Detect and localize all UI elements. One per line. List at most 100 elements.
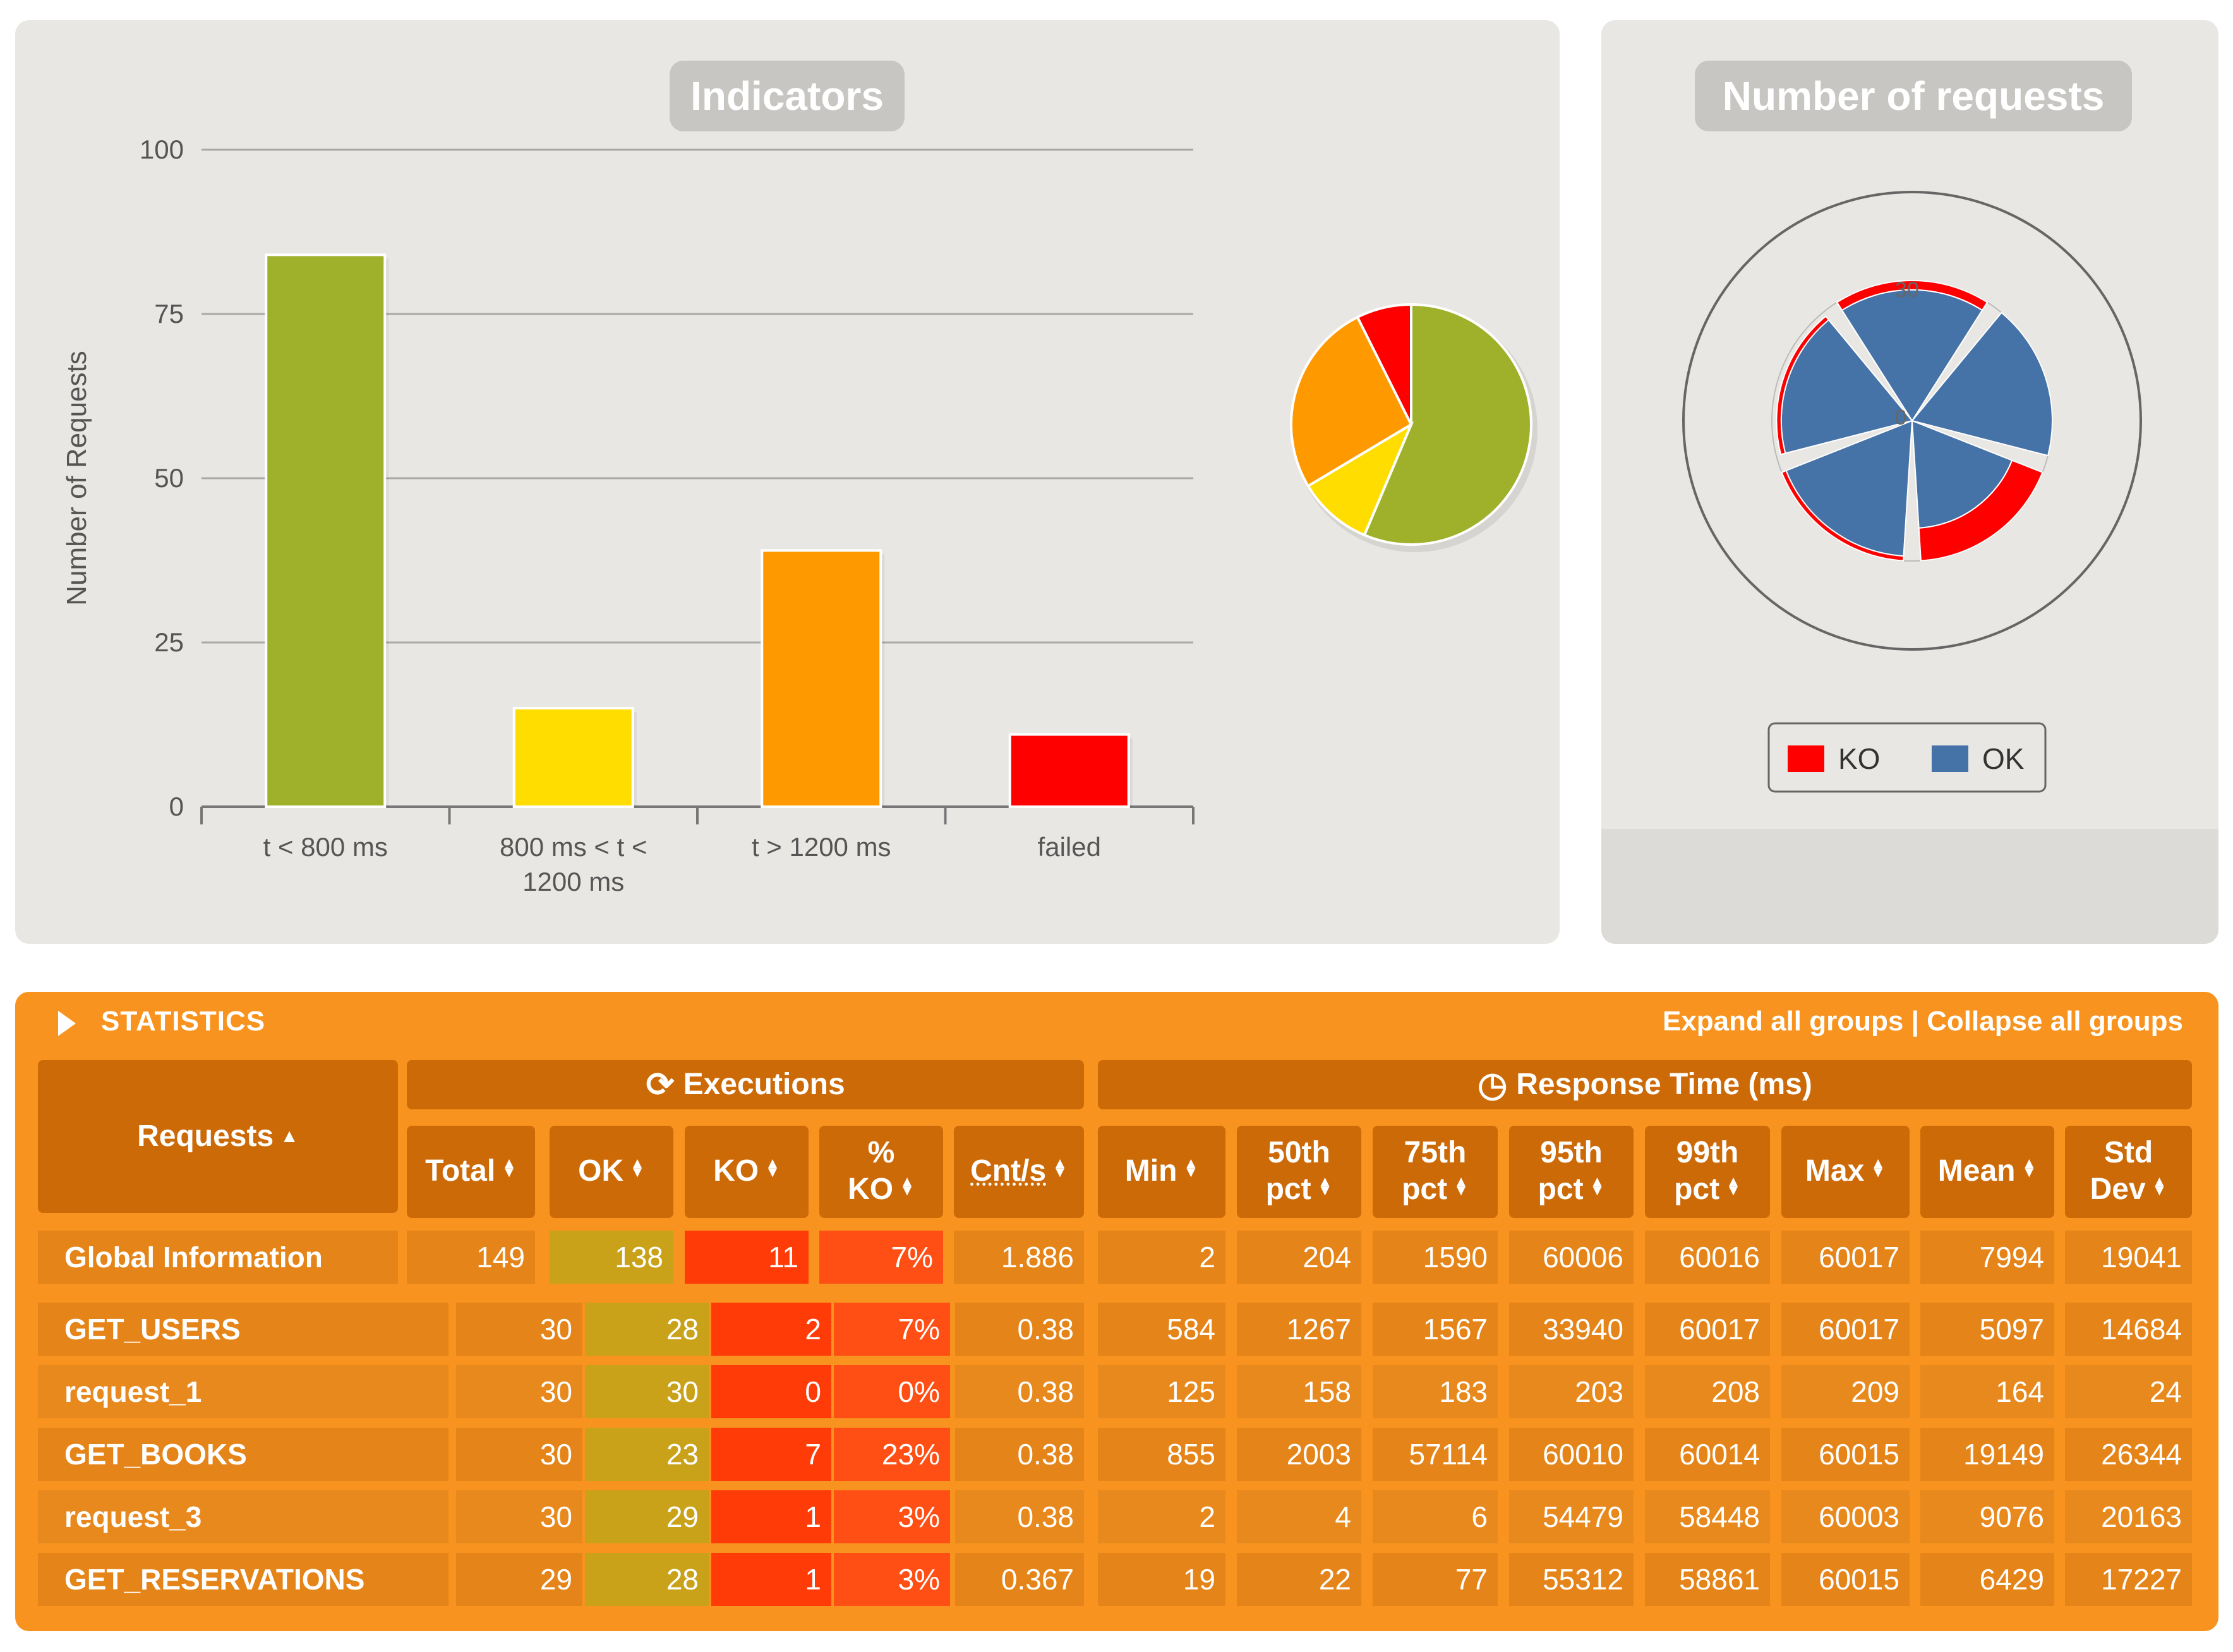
stat-cell: 2 <box>1098 1231 1225 1284</box>
table-row[interactable]: GET_USERS 30 28 2 7% 0.38 584 1267 1567 33940 6001… <box>15 1303 2218 1358</box>
column-header-line: Max <box>1805 1154 1865 1188</box>
request-name[interactable]: request_3 <box>38 1490 448 1543</box>
stat-cell: 57114 <box>1373 1428 1498 1481</box>
polar-ok-request_1 <box>1911 311 2053 457</box>
stat-cell: 0.38 <box>955 1490 1084 1543</box>
column-header-std-dev[interactable]: Std Dev ▲ ▼ <box>2065 1126 2192 1218</box>
stat-cell: 1 <box>711 1490 831 1543</box>
column-header-ko[interactable]: KO ▲ ▼ <box>685 1126 809 1218</box>
stat-cell: 11 <box>685 1231 809 1284</box>
stat-cell: 149 <box>407 1231 535 1284</box>
indicators-pie-chart <box>1290 303 1538 552</box>
stat-cell: 22 <box>1237 1553 1361 1606</box>
column-header-text: 99th pct ▲ ▼ <box>1674 1135 1741 1209</box>
stat-cell: 1590 <box>1373 1231 1498 1284</box>
pie-slice-3 <box>1290 315 1413 488</box>
column-header-75th-pct[interactable]: 75th pct ▲ ▼ <box>1373 1126 1498 1218</box>
stat-cell: 19041 <box>2065 1231 2192 1284</box>
stat-cell: 1267 <box>1237 1303 1361 1356</box>
stat-cell: 1.886 <box>954 1231 1084 1284</box>
indicators-title: Indicators <box>670 61 905 131</box>
stat-cell: 60017 <box>1645 1303 1770 1356</box>
stat-cell: 0.38 <box>955 1365 1084 1418</box>
stat-cell: 29 <box>585 1490 709 1543</box>
column-header-50th-pct[interactable]: 50th pct ▲ ▼ <box>1237 1126 1361 1218</box>
y-tick-label: 100 <box>140 135 184 164</box>
column-header-line: pct <box>1538 1172 1584 1206</box>
stat-cell: 0 <box>711 1365 831 1418</box>
stat-cell: 203 <box>1509 1365 1634 1418</box>
stat-cell: 29 <box>456 1553 582 1606</box>
request-name[interactable]: request_1 <box>38 1365 448 1418</box>
stat-cell: 30 <box>456 1428 582 1481</box>
statistics-title[interactable]: STATISTICS <box>101 1006 266 1037</box>
stat-cell: 60010 <box>1509 1428 1634 1481</box>
stat-cell: 204 <box>1237 1231 1361 1284</box>
stat-cell: 7 <box>711 1428 831 1481</box>
sort-icon: ▲ ▼ <box>1589 1173 1605 1200</box>
column-header-text: Total ▲ ▼ <box>425 1153 517 1191</box>
stat-cell: 30 <box>585 1365 709 1418</box>
request-name[interactable]: GET_USERS <box>38 1303 448 1356</box>
y-tick-label: 25 <box>154 627 184 657</box>
table-row[interactable]: request_3 30 29 1 3% 0.38 2 4 6 54479 58448 60003 90… <box>15 1490 2218 1546</box>
stat-cell: 30 <box>456 1303 582 1356</box>
expand-all-groups-link[interactable]: Expand all groups <box>1662 1006 1904 1037</box>
stat-cell: 55312 <box>1509 1553 1634 1606</box>
stat-cell: 20163 <box>2065 1490 2192 1543</box>
stat-cell: 77 <box>1373 1553 1498 1606</box>
stat-cell: 19149 <box>1920 1428 2054 1481</box>
column-header-line: OK <box>578 1154 624 1188</box>
sort-icon: ▲ ▼ <box>1454 1173 1469 1200</box>
statistics-panel: STATISTICS Expand all groups | Collapse … <box>15 992 2218 1631</box>
stat-cell: 855 <box>1098 1428 1225 1481</box>
pie-slice-4 <box>1356 303 1412 425</box>
statistics-header[interactable]: STATISTICS Expand all groups | Collapse … <box>15 992 2218 1052</box>
sort-icon: ▲ ▼ <box>900 1173 915 1200</box>
sort-icon: ▲ ▼ <box>630 1155 645 1181</box>
column-header-min[interactable]: Min ▲ ▼ <box>1098 1126 1225 1218</box>
requests-panel-footer <box>1601 829 2218 944</box>
table-row[interactable]: request_1 30 30 0 0% 0.38 125 158 183 203 208 209 16… <box>15 1365 2218 1421</box>
stat-cell: 58448 <box>1645 1490 1770 1543</box>
stat-cell: 60003 <box>1781 1490 1910 1543</box>
column-header-mean[interactable]: Mean ▲ ▼ <box>1920 1126 2054 1218</box>
stat-cell: 19 <box>1098 1553 1225 1606</box>
sort-icon: ▲ ▼ <box>2021 1155 2037 1181</box>
column-header-ok[interactable]: OK ▲ ▼ <box>550 1126 673 1218</box>
global-information-row[interactable]: Global Information 149 138 11 7% 1.886 2 204 159… <box>15 1231 2218 1286</box>
column-header-max[interactable]: Max ▲ ▼ <box>1781 1126 1910 1218</box>
stat-cell: 60006 <box>1509 1231 1634 1284</box>
pie-slice-1 <box>1363 303 1532 546</box>
requests-title: Number of requests <box>1695 61 2132 131</box>
table-row[interactable]: GET_RESERVATIONS 29 28 1 3% 0.367 19 22 77 55312 5… <box>15 1553 2218 1608</box>
column-header-line: Dev <box>2090 1172 2146 1206</box>
requests-header-label: Requests <box>137 1119 274 1153</box>
request-name[interactable]: GET_BOOKS <box>38 1428 448 1481</box>
column-header-99th-pct[interactable]: 99th pct ▲ ▼ <box>1645 1126 1770 1218</box>
column-header-ko[interactable]: % KO ▲ ▼ <box>819 1126 943 1218</box>
y-tick-label: 50 <box>154 463 184 493</box>
expand-triangle-icon[interactable] <box>58 1011 76 1036</box>
bar-1 <box>265 253 387 808</box>
request-name[interactable]: GET_RESERVATIONS <box>38 1553 448 1606</box>
collapse-all-groups-link[interactable]: Collapse all groups <box>1927 1006 2183 1037</box>
requests-header[interactable]: Requests ▲ <box>38 1060 398 1213</box>
column-header-95th-pct[interactable]: 95th pct ▲ ▼ <box>1509 1126 1634 1218</box>
request-name[interactable]: Global Information <box>38 1231 398 1284</box>
column-header-text: OK ▲ ▼ <box>578 1153 645 1191</box>
requests-polar-chart: 30 0 KO OK <box>1682 191 2142 793</box>
column-header-cnt-s[interactable]: Cnt/s ▲ ▼ <box>954 1126 1084 1218</box>
table-row[interactable]: GET_BOOKS 30 23 7 23% 0.38 855 2003 57114 60010 60… <box>15 1428 2218 1483</box>
stat-cell: 0% <box>834 1365 950 1418</box>
stat-cell: 14684 <box>2065 1303 2192 1356</box>
stat-cell: 0.38 <box>955 1428 1084 1481</box>
column-header-line: Total <box>425 1154 496 1188</box>
stat-cell: 3% <box>834 1490 950 1543</box>
column-header-total[interactable]: Total ▲ ▼ <box>407 1126 535 1218</box>
bar-2 <box>512 707 634 808</box>
legend-label-ko: KO <box>1838 742 1880 775</box>
stat-cell: 6 <box>1373 1490 1498 1543</box>
stat-cell: 164 <box>1920 1365 2054 1418</box>
column-header-line: Std <box>2104 1135 2153 1169</box>
